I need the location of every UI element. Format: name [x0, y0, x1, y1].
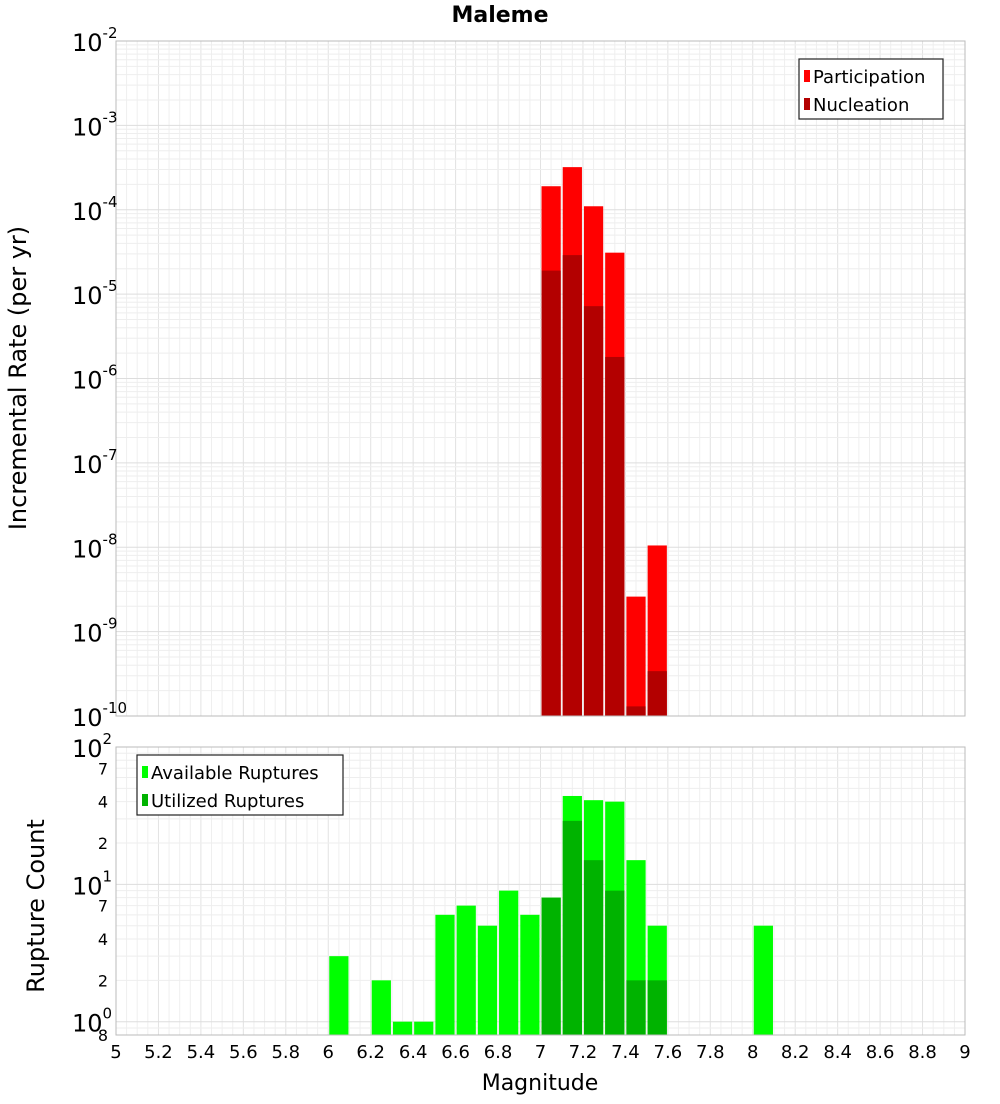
- x-tick-label: 8: [747, 1042, 758, 1063]
- y-tick-label: 8: [98, 1026, 108, 1045]
- x-tick-label: 5.6: [229, 1042, 258, 1063]
- bar-utilized-ruptures: [541, 897, 561, 1035]
- legend-entry: Available Ruptures: [151, 763, 319, 784]
- x-tick-label: 8.8: [908, 1042, 937, 1063]
- legend-entry: Participation: [813, 67, 925, 88]
- x-tick-label: 9: [959, 1042, 970, 1063]
- bar-utilized-ruptures: [626, 980, 646, 1035]
- x-tick-label: 8.2: [781, 1042, 810, 1063]
- x-tick-label: 5.4: [187, 1042, 216, 1063]
- bar-participation: [626, 596, 646, 716]
- bar-nucleation: [626, 706, 646, 716]
- bar-available-ruptures: [456, 905, 476, 1035]
- legend-swatch: [142, 794, 148, 806]
- legend-entry: Utilized Ruptures: [151, 791, 304, 812]
- bar-utilized-ruptures: [562, 820, 582, 1035]
- legend-swatch: [142, 766, 148, 778]
- y-tick-label: 2: [98, 971, 108, 990]
- y-tick-label: 10-2: [72, 24, 118, 57]
- plot-frame: [115, 746, 966, 1036]
- x-tick-label: 6.6: [441, 1042, 470, 1063]
- bar-available-ruptures: [477, 925, 498, 1035]
- x-axis-label: Magnitude: [482, 1071, 599, 1096]
- bar-available-ruptures: [435, 914, 455, 1035]
- x-tick-label: 6.2: [356, 1042, 385, 1063]
- bar-utilized-ruptures: [605, 890, 625, 1035]
- y-tick-label: 10-8: [72, 530, 118, 563]
- y-tick-label: 100: [72, 1005, 112, 1038]
- x-tick-label: 5: [110, 1042, 121, 1063]
- y-tick-label: 4: [98, 793, 108, 812]
- x-tick-label: 7.4: [611, 1042, 640, 1063]
- plot-frame: [115, 40, 966, 717]
- y-tick-label: 2: [98, 834, 108, 853]
- x-tick-label: 7: [535, 1042, 546, 1063]
- legend-entry: Nucleation: [813, 95, 909, 116]
- bar-available-ruptures: [392, 1021, 413, 1035]
- top-y-axis-label: Incremental Rate (per yr): [4, 226, 32, 530]
- y-tick-label: 10-9: [72, 615, 118, 648]
- y-tick-label: 10-3: [72, 108, 118, 141]
- y-tick-label: 10-6: [72, 362, 118, 395]
- x-tick-label: 8.6: [866, 1042, 895, 1063]
- bottom-y-axis-label: Rupture Count: [22, 819, 50, 993]
- legend-swatch: [804, 70, 810, 82]
- y-tick-label: 10-10: [72, 699, 127, 732]
- y-tick-label: 7: [98, 759, 108, 778]
- bar-available-ruptures: [520, 914, 540, 1035]
- bar-available-ruptures: [329, 956, 349, 1035]
- x-tick-label: 5.2: [144, 1042, 173, 1063]
- bar-available-ruptures: [499, 890, 519, 1035]
- bar-available-ruptures: [371, 980, 391, 1035]
- x-tick-label: 6: [323, 1042, 334, 1063]
- y-tick-label: 7: [98, 897, 108, 916]
- bottom-panel: 100 101 102 8 2 4 7 2 4 7 5 5.2 5.4 5.6 5.8 6 6.2 6.4 6.6 6…: [72, 730, 971, 1063]
- y-tick-label: 102: [72, 730, 112, 763]
- bar-nucleation: [605, 356, 625, 716]
- x-tick-label: 6.4: [399, 1042, 428, 1063]
- bar-nucleation: [562, 255, 582, 716]
- bar-available-ruptures: [414, 1021, 434, 1035]
- x-tick-label: 5.8: [271, 1042, 300, 1063]
- y-tick-label: 10-7: [72, 446, 118, 479]
- bar-available-ruptures: [753, 925, 773, 1035]
- bar-utilized-ruptures: [647, 980, 667, 1035]
- x-tick-label: 7.2: [569, 1042, 598, 1063]
- x-tick-label: 6.8: [484, 1042, 513, 1063]
- y-tick-label: 10-4: [72, 193, 118, 226]
- x-tick-label: 7.8: [696, 1042, 725, 1063]
- legend-swatch: [804, 98, 810, 110]
- y-tick-label: 4: [98, 930, 108, 949]
- bar-nucleation: [541, 270, 561, 716]
- bar-nucleation: [647, 671, 667, 716]
- y-tick-label: 101: [72, 867, 112, 900]
- legend-box: [136, 754, 344, 816]
- bar-nucleation: [583, 306, 604, 716]
- y-tick-label: 10-5: [72, 277, 118, 310]
- bar-utilized-ruptures: [583, 860, 604, 1035]
- top-panel: 10-10 10-9 10-8 10-7 10-6 10-5 10-4 10-3 10-2 Par…: [72, 24, 966, 732]
- x-tick-label: 7.6: [654, 1042, 683, 1063]
- chart-title: Maleme: [451, 3, 548, 28]
- legend-box: [798, 58, 944, 120]
- x-tick-label: 8.4: [823, 1042, 852, 1063]
